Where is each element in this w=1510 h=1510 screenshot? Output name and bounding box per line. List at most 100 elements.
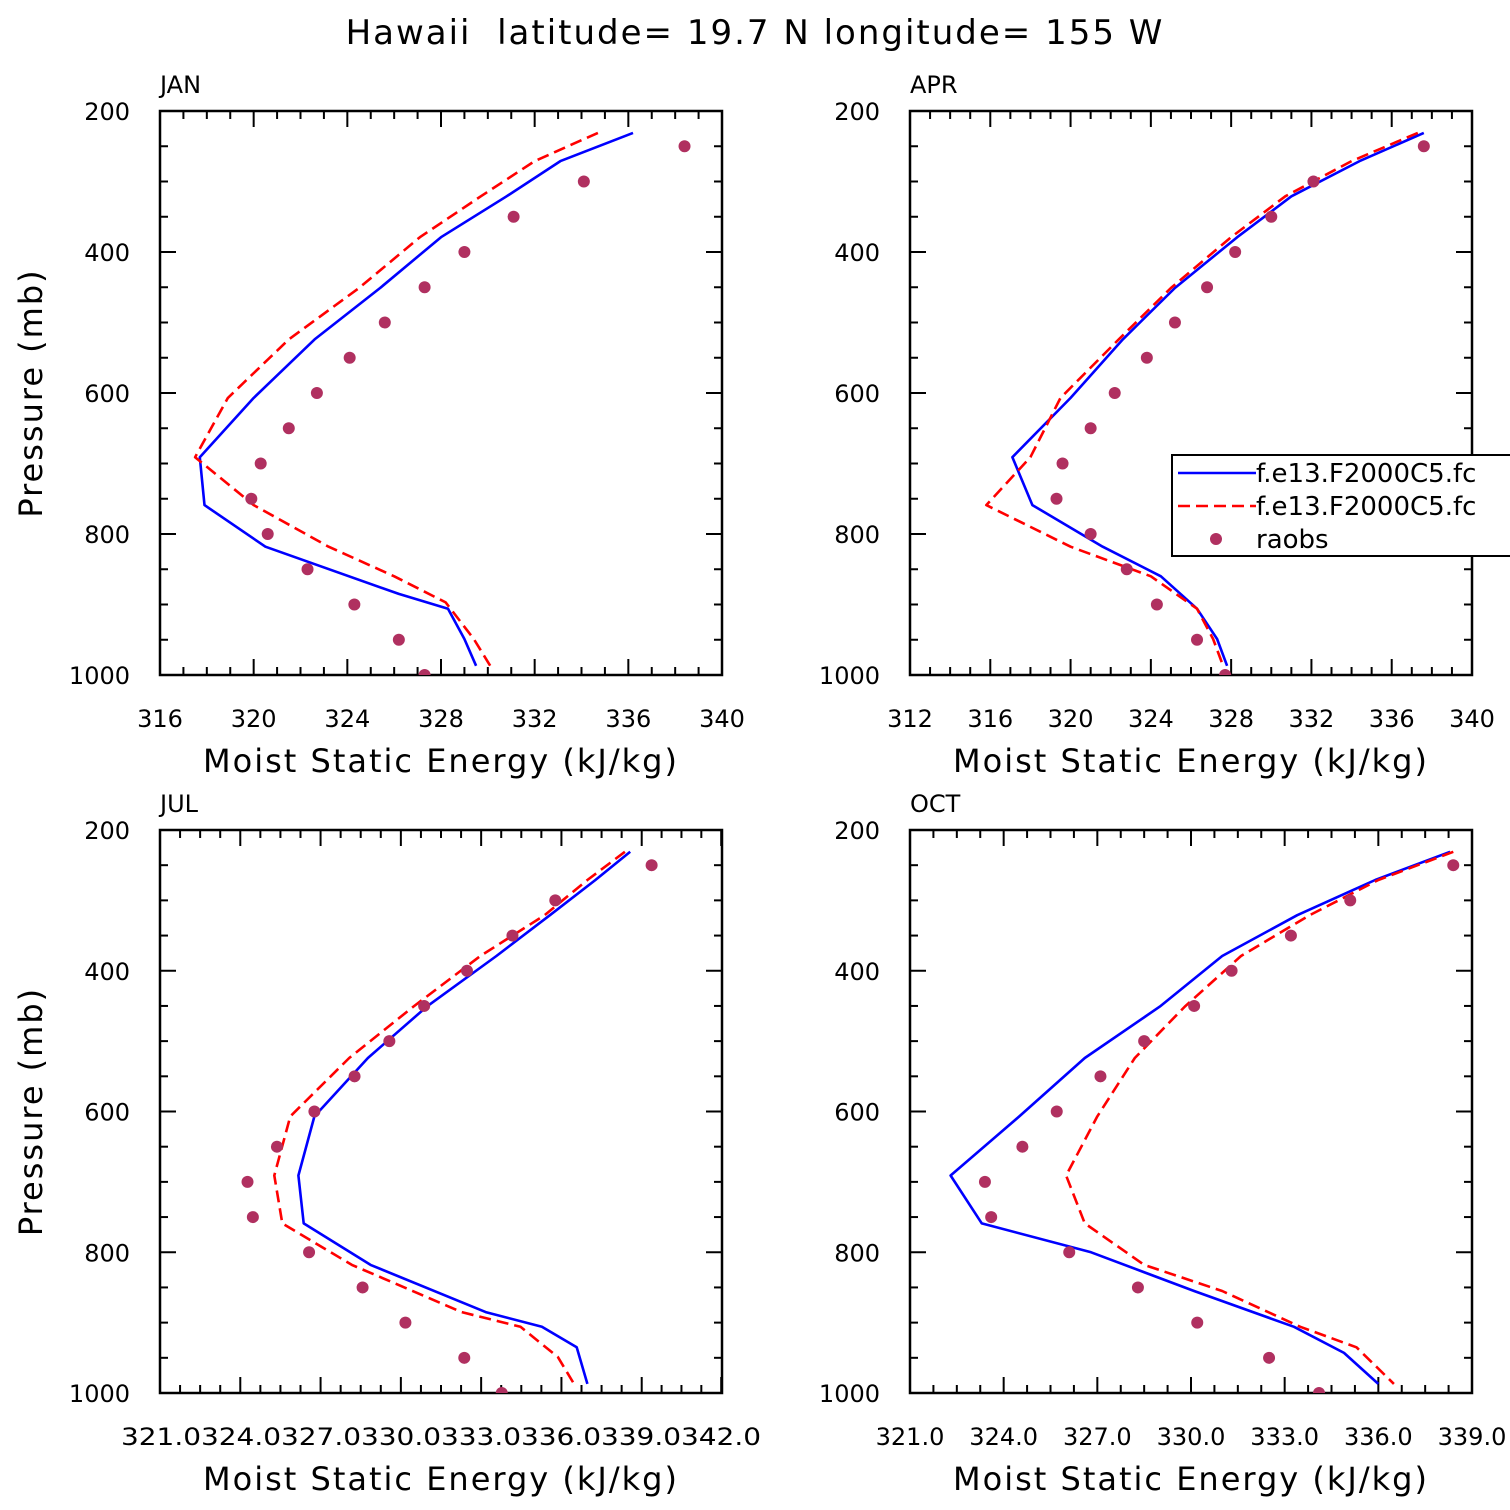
apr-xtick-label: 332 xyxy=(1289,705,1335,733)
jan-raobs-point xyxy=(507,210,520,223)
jul-raobs-point xyxy=(308,1105,321,1118)
jan-ytick-label: 400 xyxy=(84,239,130,267)
figure-title: Hawaii latitude= 19.7 N longitude= 155 W xyxy=(346,13,1165,53)
oct-ytick-label: 600 xyxy=(834,1099,880,1127)
oct-raobs-point xyxy=(1138,1035,1151,1048)
jan-raobs-point xyxy=(378,316,391,329)
oct-raobs-point xyxy=(1016,1140,1029,1153)
apr-raobs-point xyxy=(1168,316,1181,329)
apr-panel-label: APR xyxy=(910,71,958,99)
oct-data xyxy=(949,850,1460,1393)
jan-xtick-label: 320 xyxy=(231,705,277,733)
jul-data xyxy=(241,850,658,1393)
apr-xtick-label: 336 xyxy=(1369,705,1415,733)
jan-xlabel: Moist Static Energy (kJ/kg) xyxy=(203,742,679,780)
oct-raobs-point xyxy=(985,1211,998,1224)
oct-xtick-label: 333.0 xyxy=(1250,1423,1319,1451)
apr-frame xyxy=(908,109,1474,677)
apr-raobs-point xyxy=(1150,598,1163,611)
jul-ytick-label: 1000 xyxy=(69,1380,130,1408)
jul-ytick-label: 800 xyxy=(84,1239,130,1267)
jan-raobs-point xyxy=(254,457,267,470)
apr-raobs-point xyxy=(1191,633,1204,646)
jan-ytick-label: 800 xyxy=(84,521,130,549)
apr-raobs-point xyxy=(1140,351,1153,364)
apr-ytick-label: 800 xyxy=(834,521,880,549)
jan-xtick-label: 336 xyxy=(605,705,651,733)
jul-raobs-point xyxy=(303,1246,316,1259)
apr-model-dashed-line xyxy=(984,131,1419,667)
oct-model-solid-line xyxy=(949,850,1451,1385)
oct-xtick-label: 327.0 xyxy=(1063,1423,1132,1451)
jul-model-solid-line xyxy=(297,850,632,1385)
apr-raobs-point xyxy=(1229,246,1242,258)
oct-ytick-label: 400 xyxy=(834,958,880,986)
jan-raobs-point xyxy=(261,528,274,540)
oct-raobs-point xyxy=(1191,1316,1204,1329)
jan-ylabel: Pressure (mb) xyxy=(12,268,50,517)
apr-raobs-point xyxy=(1084,528,1097,540)
jan-raobs-point xyxy=(310,387,323,399)
oct-raobs-point xyxy=(1263,1351,1276,1364)
oct-raobs-point xyxy=(1050,1105,1063,1118)
apr-xtick-label: 316 xyxy=(967,705,1013,733)
jan-raobs-point xyxy=(577,175,590,188)
apr-xtick-label: 312 xyxy=(887,705,933,733)
apr-data xyxy=(984,131,1430,675)
jan-raobs-point xyxy=(678,140,691,153)
jul-ytick-label: 400 xyxy=(84,958,130,986)
jan-raobs-point xyxy=(348,598,361,611)
jan-xtick-label: 340 xyxy=(699,705,745,733)
jan-ytick-label: 200 xyxy=(84,98,130,126)
jan-xtick-label: 332 xyxy=(512,705,558,733)
jan-xtick-label: 316 xyxy=(137,705,183,733)
apr-xlabel: Moist Static Energy (kJ/kg) xyxy=(953,742,1429,780)
legend-label: f.e13.F2000C5.fc xyxy=(1256,492,1476,522)
apr-model-solid-line xyxy=(1011,131,1425,667)
apr-xtick-label: 320 xyxy=(1048,705,1094,733)
jul-raobs-point xyxy=(348,1070,361,1083)
oct-raobs-point xyxy=(1447,859,1460,872)
legend-label: f.e13.F2000C5.fc xyxy=(1256,459,1476,489)
oct-xtick-label: 336.0 xyxy=(1344,1423,1413,1451)
jan-raobs-point xyxy=(392,633,405,646)
jul-raobs-point xyxy=(418,999,431,1012)
jul-raobs-point xyxy=(383,1035,396,1048)
jul-panel: JUL 200 400 600 800 1000 321.0324.0327.0330.03… xyxy=(12,790,761,1498)
apr-xtick-label: 340 xyxy=(1449,705,1495,733)
jul-panel-label: JUL xyxy=(158,790,199,818)
apr-xtick-label: 324 xyxy=(1128,705,1174,733)
apr-ytick-label: 1000 xyxy=(819,662,880,690)
jan-raobs-point xyxy=(282,422,295,435)
oct-ytick-label: 1000 xyxy=(819,1380,880,1408)
apr-raobs-point xyxy=(1201,281,1214,294)
oct-raobs-point xyxy=(1344,894,1357,907)
oct-raobs-point xyxy=(1225,964,1238,977)
oct-ytick-label: 200 xyxy=(834,817,880,845)
jan-frame xyxy=(158,109,724,677)
legend-label: raobs xyxy=(1256,525,1329,555)
jan-ytick-label: 1000 xyxy=(69,662,130,690)
oct-raobs-point xyxy=(1094,1070,1107,1083)
jul-raobs-point xyxy=(460,964,473,977)
oct-xtick-label: 339.0 xyxy=(1438,1423,1507,1451)
jul-raobs-point xyxy=(506,929,519,942)
apr-raobs-point xyxy=(1084,422,1097,435)
jan-raobs-point xyxy=(245,492,258,505)
jul-raobs-point xyxy=(458,1351,471,1364)
jul-ylabel: Pressure (mb) xyxy=(12,987,50,1236)
oct-raobs-point xyxy=(1284,929,1297,942)
jul-ytick-label: 200 xyxy=(84,817,130,845)
jan-raobs-point xyxy=(301,563,314,576)
jan-model-dashed-line xyxy=(193,131,599,667)
jul-raobs-point xyxy=(246,1211,259,1224)
oct-ytick-label: 800 xyxy=(834,1239,880,1267)
jul-raobs-point xyxy=(645,859,658,872)
jan-panel-label: JAN xyxy=(158,71,201,99)
oct-xtick-label: 324.0 xyxy=(969,1423,1038,1451)
jul-raobs-point xyxy=(549,894,562,907)
jul-model-dashed-line xyxy=(272,850,626,1385)
